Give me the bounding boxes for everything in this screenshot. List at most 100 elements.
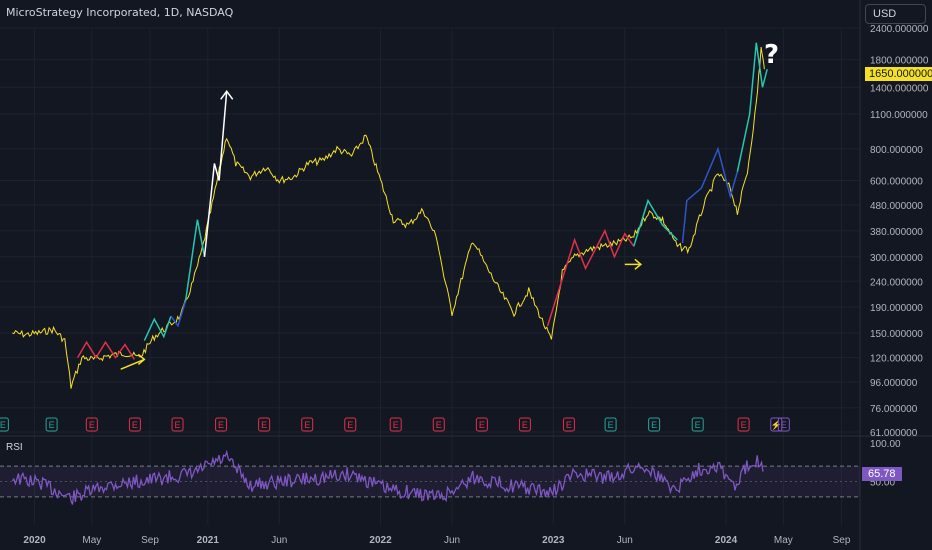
earnings-marker: E (0, 417, 9, 432)
earnings-marker: E (777, 417, 790, 432)
zigzag-pattern-line (633, 198, 678, 247)
earnings-marker: E (518, 417, 531, 432)
zigzag-pattern-line (143, 315, 172, 341)
earnings-marker-box (0, 417, 9, 432)
yellow-arrow-head (137, 353, 146, 365)
earnings-marker-box (389, 417, 402, 432)
earnings-marker: E (562, 417, 575, 432)
earnings-marker-box (691, 417, 704, 432)
earnings-marker: E (475, 417, 488, 432)
price-tick-label: 380.000000 (870, 227, 923, 238)
earnings-marker-box (171, 417, 184, 432)
earnings-marker-label: E (781, 420, 787, 430)
time-tick-label: Sep (833, 535, 851, 546)
yellow-arrow-line (120, 358, 145, 370)
zigzag-pattern-line (170, 301, 187, 328)
earnings-marker: E (432, 417, 445, 432)
earnings-marker-box (45, 417, 58, 432)
price-tick-label: 120.000000 (870, 354, 923, 365)
zigzag-pattern-line (76, 340, 136, 360)
earnings-marker-label: E (261, 420, 267, 430)
time-tick-label: 2020 (23, 535, 46, 546)
price-tick-label: 150.000000 (870, 329, 923, 340)
time-tick-label: 2023 (542, 535, 565, 546)
zigzag-pattern-line (203, 91, 228, 257)
currency-button[interactable]: USD (865, 4, 926, 24)
price-tick-label: 600.000000 (870, 177, 923, 188)
earnings-marker-label: E (695, 420, 701, 430)
earnings-marker-label: E (436, 420, 442, 430)
earnings-marker-label: E (49, 420, 55, 430)
price-tick-label: 1400.000000 (870, 83, 929, 94)
price-tick-label: 800.000000 (870, 145, 923, 156)
zigzag-pattern-line (736, 42, 768, 172)
question-mark-annotation: ? (764, 40, 780, 70)
earnings-marker-label: E (393, 420, 399, 430)
yellow-arrow-head (634, 258, 643, 270)
earnings-marker-box (604, 417, 617, 432)
flash-icon: ⚡ (771, 419, 782, 431)
rsi-value-badge: 65.78 (862, 467, 902, 481)
rsi-tick-label: 100.00 (870, 439, 901, 450)
earnings-marker: ⚡ (770, 417, 783, 432)
earnings-marker-box (344, 417, 357, 432)
earnings-marker-label: E (218, 420, 224, 430)
time-tick-label: 2024 (715, 535, 738, 546)
price-tick-label: 1100.000000 (870, 110, 928, 121)
zigzag-pattern-line (546, 228, 635, 327)
price-tick-label: 300.000000 (870, 253, 923, 264)
earnings-marker-label: E (608, 420, 614, 430)
chart-title: MicroStrategy Incorporated, 1D, NASDAQ (6, 6, 234, 19)
price-tick-label: 1800.000000 (870, 56, 929, 67)
earnings-marker-label: E (566, 420, 572, 430)
earnings-marker-box (301, 417, 314, 432)
earnings-marker-label: E (175, 420, 181, 430)
earnings-marker-label: E (304, 420, 310, 430)
earnings-marker-label: E (347, 420, 353, 430)
price-tick-label: 240.000000 (870, 277, 923, 288)
time-tick-label: May (774, 535, 793, 546)
earnings-marker: E (691, 417, 704, 432)
earnings-marker-box (128, 417, 141, 432)
rsi-title: RSI (6, 442, 23, 453)
earnings-marker: E (128, 417, 141, 432)
price-tick-label: 2400.000000 (870, 24, 929, 35)
earnings-marker: E (85, 417, 98, 432)
earnings-marker-box (777, 417, 790, 432)
price-tick-label: 61.000000 (870, 428, 918, 439)
price-series-line (12, 46, 765, 389)
earnings-marker-box (770, 417, 783, 432)
white-arrow-head (220, 90, 234, 100)
earnings-marker: E (301, 417, 314, 432)
earnings-marker: E (389, 417, 402, 432)
earnings-marker: E (648, 417, 661, 432)
earnings-marker-box (475, 417, 488, 432)
earnings-marker: E (344, 417, 357, 432)
earnings-marker-box (85, 417, 98, 432)
time-tick-label: Jun (444, 535, 460, 546)
price-tick-label: 96.000000 (870, 378, 918, 389)
zigzag-pattern-line (681, 146, 739, 244)
earnings-marker-label: E (0, 420, 6, 430)
time-tick-label: Sep (141, 535, 159, 546)
time-tick-label: 2021 (197, 535, 220, 546)
price-tick-label: 480.000000 (870, 201, 923, 212)
time-tick-label: Jun (617, 535, 633, 546)
price-tick-label: 76.000000 (870, 404, 918, 415)
earnings-marker-label: E (479, 420, 485, 430)
earnings-marker: E (215, 417, 228, 432)
earnings-marker-box (432, 417, 445, 432)
earnings-marker-box (258, 417, 271, 432)
earnings-marker-box (215, 417, 228, 432)
earnings-marker-box (737, 417, 750, 432)
price-tick-label: 190.000000 (870, 303, 923, 314)
earnings-marker: E (171, 417, 184, 432)
earnings-marker-box (562, 417, 575, 432)
time-tick-label: Jun (271, 535, 287, 546)
time-tick-label: May (82, 535, 101, 546)
earnings-marker-label: E (522, 420, 528, 430)
earnings-marker-box (518, 417, 531, 432)
time-tick-label: 2022 (369, 535, 392, 546)
earnings-marker: E (737, 417, 750, 432)
